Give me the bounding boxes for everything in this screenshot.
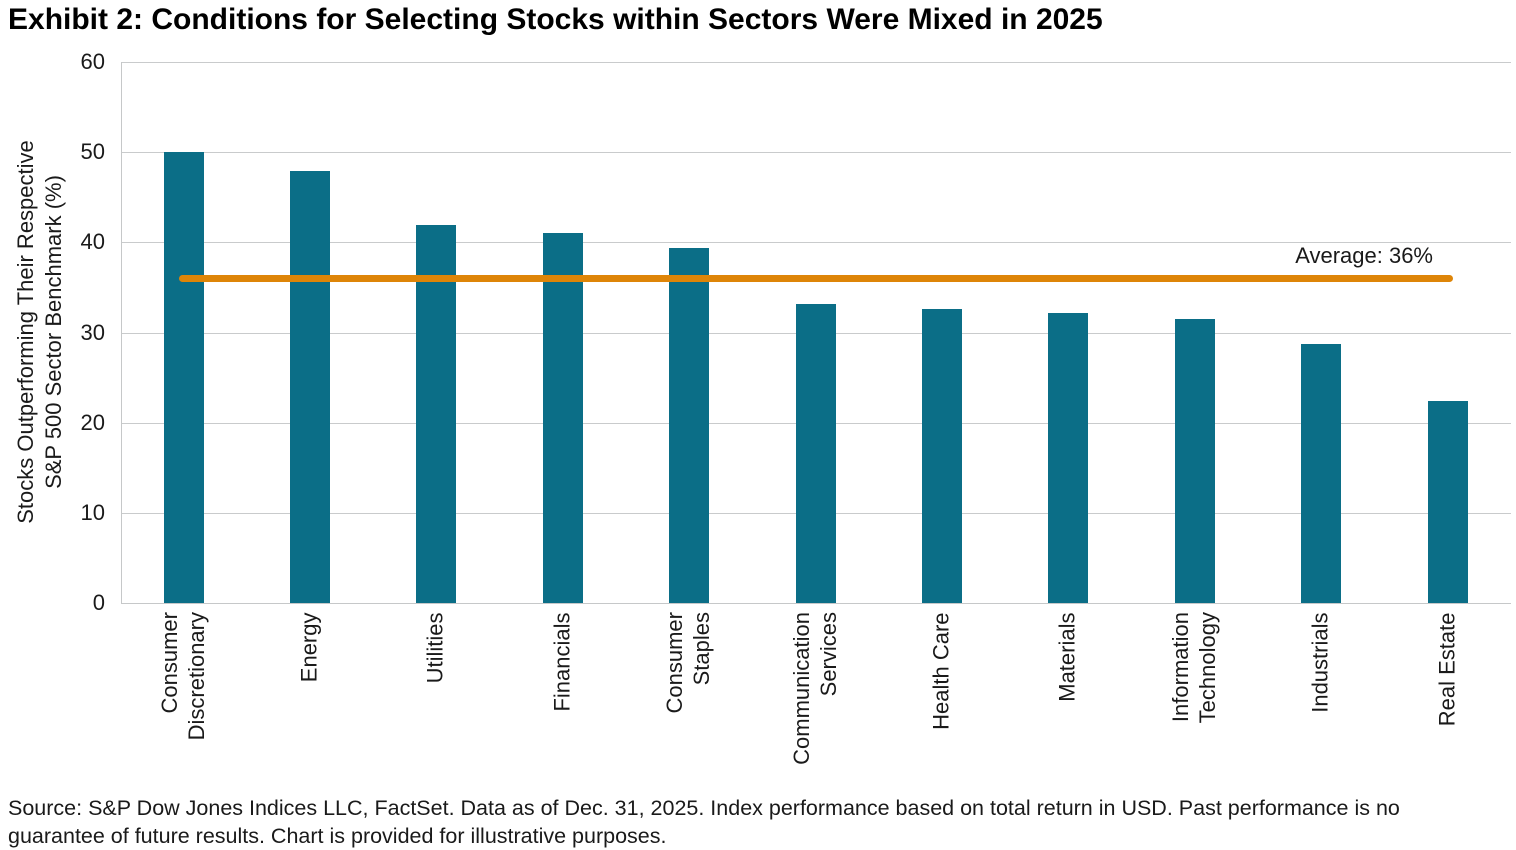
bar-industrials — [1301, 344, 1342, 603]
bar-health-care — [921, 309, 962, 603]
gridline-50 — [122, 152, 1511, 154]
bar-financials — [542, 233, 583, 603]
y-axis-title: Stocks Outperforming Their Respective S&… — [13, 140, 66, 524]
x-axis-label-consumer-discretionary: Consumer Discretionary — [156, 612, 209, 741]
x-axis-label-energy: Energy — [296, 612, 322, 682]
average-line-label: Average: 36% — [1295, 243, 1433, 269]
y-tick-label-0: 0 — [92, 590, 105, 615]
x-axis-label-industrials: Industrials — [1307, 612, 1333, 713]
plot-area: Average: 36% — [121, 62, 1511, 604]
average-line — [179, 274, 1453, 282]
x-axis-label-financials: Financials — [549, 612, 575, 712]
x-axis-label-information-technology: Information Technology — [1167, 612, 1220, 724]
y-tick-label-40: 40 — [80, 229, 105, 255]
bar-real-estate — [1427, 401, 1468, 603]
x-axis-label-communication-services: Communication Services — [788, 612, 841, 765]
chart-title: Exhibit 2: Conditions for Selecting Stoc… — [8, 3, 1103, 36]
bar-consumer-staples — [669, 247, 710, 603]
y-tick-label-20: 20 — [80, 409, 105, 435]
bar-utilities — [416, 225, 457, 603]
x-axis-label-consumer-staples: Consumer Staples — [662, 612, 715, 714]
bar-information-technology — [1174, 318, 1215, 603]
y-tick-label-50: 50 — [80, 139, 105, 165]
x-axis-label-real-estate: Real Estate — [1434, 612, 1459, 726]
y-tick-label-10: 10 — [80, 499, 105, 525]
bar-communication-services — [795, 303, 836, 603]
x-axis-label-health-care: Health Care — [928, 612, 954, 730]
x-axis-label-materials: Materials — [1054, 612, 1080, 702]
gridline-60 — [122, 62, 1511, 63]
gridline-40 — [122, 242, 1511, 244]
x-axis-label-utilities: Utilities — [422, 612, 448, 683]
bar-energy — [289, 171, 330, 603]
bar-consumer-discretionary — [163, 152, 204, 603]
bar-materials — [1048, 312, 1089, 603]
y-tick-label-30: 30 — [80, 319, 105, 345]
source-note: Source: S&P Dow Jones Indices LLC, FactS… — [8, 796, 1400, 848]
y-tick-label-60: 60 — [80, 49, 105, 74]
